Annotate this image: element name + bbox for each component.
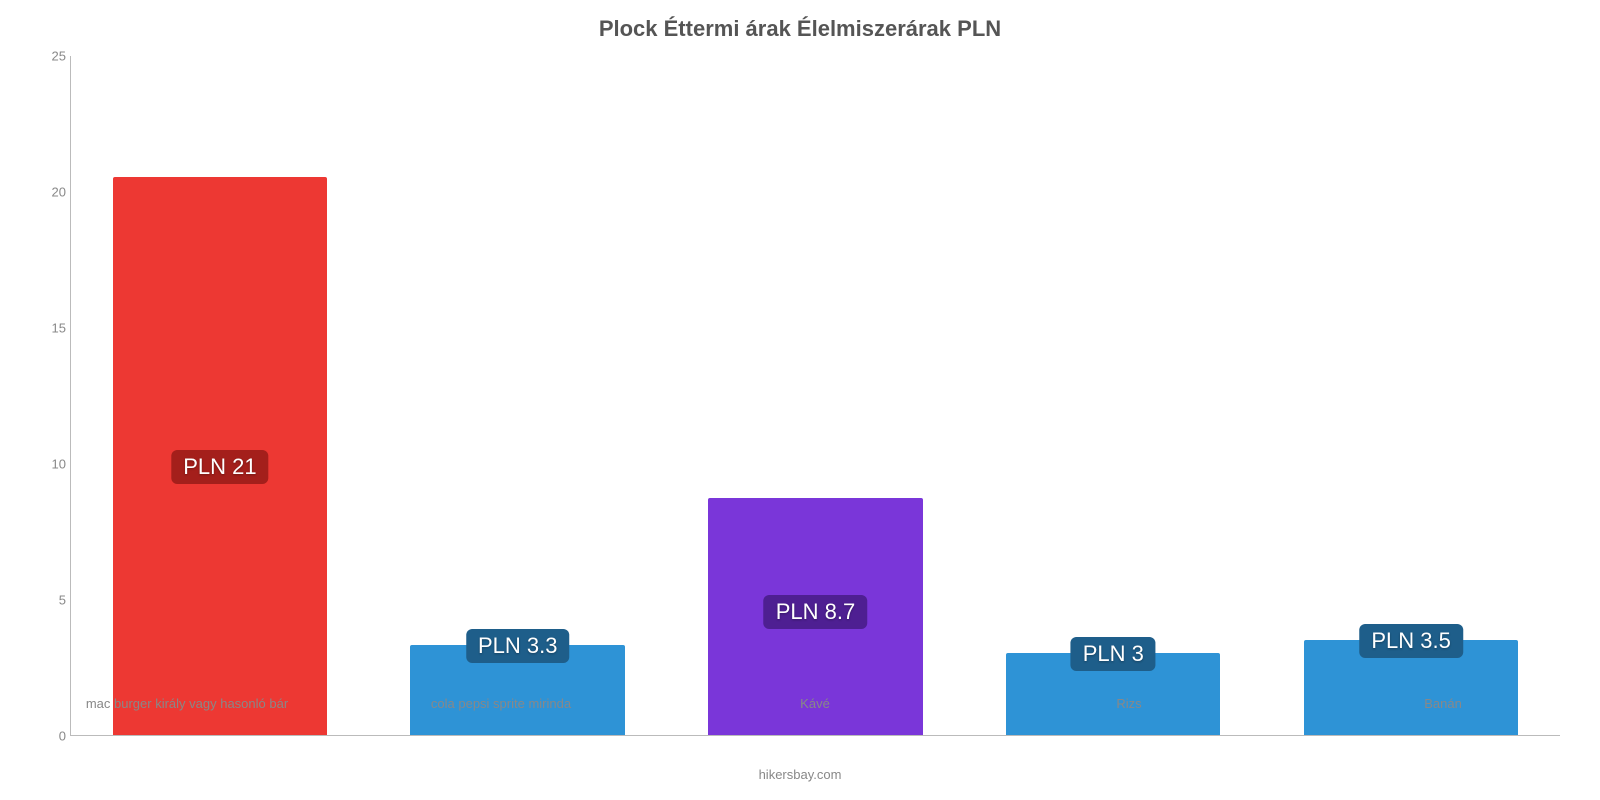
bar-slot: PLN 3.3 (369, 56, 667, 735)
bar-value-label: PLN 21 (171, 450, 268, 484)
x-tick-label: Rizs (972, 690, 1286, 711)
bar-slot: PLN 3 (964, 56, 1262, 735)
bar: PLN 21 (113, 177, 327, 735)
bar-value-label: PLN 8.7 (764, 595, 868, 629)
bar-slot: PLN 8.7 (667, 56, 965, 735)
y-tick-label: 20 (36, 185, 66, 200)
chart-title: Plock Éttermi árak Élelmiszerárak PLN (40, 16, 1560, 42)
bar-slot: PLN 3.5 (1262, 56, 1560, 735)
x-tick-label: mac burger király vagy hasonló bár (30, 690, 344, 711)
y-axis: 0510152025 (36, 56, 66, 736)
bar-slot: PLN 21 (71, 56, 369, 735)
x-tick-label: Kávé (658, 690, 972, 711)
bar-value-label: PLN 3.3 (466, 629, 570, 663)
x-tick-label: cola pepsi sprite mirinda (344, 690, 658, 711)
y-tick-label: 0 (36, 729, 66, 744)
bars-region: PLN 21 PLN 3.3 PLN 8.7 PLN 3 PLN 3.5 (70, 56, 1560, 736)
chart-container: Plock Éttermi árak Élelmiszerárak PLN 0 5… (0, 0, 1600, 800)
bar-value-label: PLN 3.5 (1359, 624, 1463, 658)
y-tick-label: 5 (36, 593, 66, 608)
x-axis: mac burger király vagy hasonló bárcola p… (30, 690, 1600, 711)
y-tick-label: 10 (36, 457, 66, 472)
credit-text: hikersbay.com (0, 767, 1600, 782)
plot-area: 0510152025 PLN 21PLN 3.3PLN 8.7PLN 3PLN … (70, 56, 1560, 736)
bar-value-label: PLN 3 (1071, 637, 1156, 671)
bar: PLN 3.5 (1304, 640, 1518, 735)
y-tick-label: 25 (36, 49, 66, 64)
x-tick-label: Banán (1286, 690, 1600, 711)
y-tick-label: 15 (36, 321, 66, 336)
